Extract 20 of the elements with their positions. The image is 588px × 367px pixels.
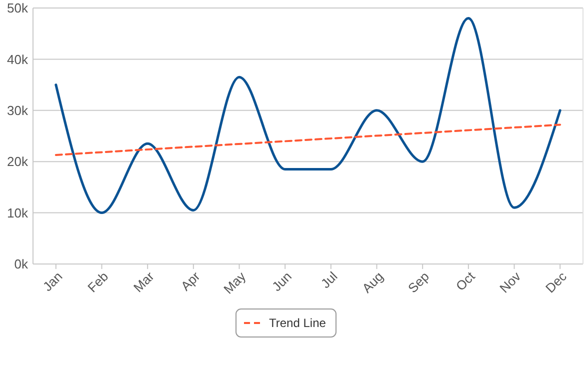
x-tick-label: Jan — [40, 268, 66, 294]
x-tick-label: Jul — [318, 268, 340, 292]
y-tick-label: 0k — [14, 256, 28, 272]
x-tick-label: May — [220, 268, 249, 297]
y-tick-label: 40k — [7, 52, 28, 67]
x-tick-label: Feb — [84, 268, 112, 296]
y-tick-label: 30k — [7, 102, 28, 118]
y-tick-label: 10k — [7, 205, 28, 220]
x-tick-label: Dec — [542, 268, 570, 296]
x-tick-label: Aug — [359, 268, 386, 296]
x-tick-label: Apr — [178, 268, 204, 294]
line-series — [54, 16, 562, 214]
x-tick-label: Mar — [130, 268, 158, 296]
y-tick-label: 20k — [7, 154, 28, 170]
x-tick-label: Sep — [404, 268, 432, 296]
x-tick-label: Nov — [496, 268, 524, 296]
x-tick-label: Jun — [268, 268, 294, 294]
y-tick-label: 50k — [7, 0, 28, 16]
x-tick-label: Oct — [452, 268, 478, 294]
legend-label: Trend Line — [269, 316, 326, 330]
